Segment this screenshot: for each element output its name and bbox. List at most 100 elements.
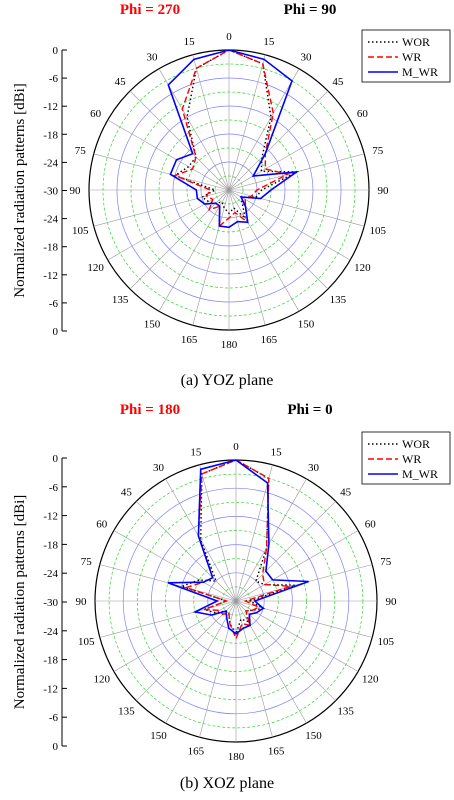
radial-tick-label: -12: [43, 683, 58, 695]
radial-tick-label: -18: [43, 539, 58, 551]
angle-tick-label: 0: [226, 31, 232, 43]
grid-spoke: [228, 119, 351, 191]
grid-spoke: [228, 68, 300, 191]
angle-tick-label: 30: [147, 52, 159, 64]
grid-spoke: [235, 600, 307, 724]
phi-left-label: Phi = 180: [120, 402, 180, 418]
angle-tick-label: 180: [228, 751, 245, 763]
phi-right-label: Phi = 0: [287, 402, 332, 418]
grid-spoke: [228, 189, 365, 227]
angle-tick-label: 60: [96, 519, 108, 531]
radial-tick-label: 0: [53, 326, 59, 338]
angle-tick-label: 120: [362, 674, 379, 686]
angle-tick-label: 135: [112, 294, 129, 306]
angle-tick-label: 0: [233, 441, 239, 453]
angle-tick-label: 165: [188, 746, 205, 758]
y-axis-label: Normalized radiation patterns [dBi]: [12, 83, 28, 298]
legend-label: WR: [402, 50, 421, 64]
grid-spoke: [136, 600, 237, 701]
angle-tick-label: 105: [377, 636, 394, 648]
angle-tick-label: 75: [81, 556, 93, 568]
angle-tick-label: 75: [380, 556, 392, 568]
grid-spoke: [93, 153, 230, 191]
grid-spoke: [192, 54, 230, 191]
angle-tick-label: 15: [271, 446, 283, 458]
grid-spoke: [165, 478, 237, 602]
grid-spoke: [235, 464, 273, 602]
grid-spoke: [235, 600, 336, 701]
angle-tick-label: 75: [372, 145, 384, 157]
radial-tick-label: -12: [43, 511, 58, 523]
grid-spoke: [107, 189, 230, 261]
angle-tick-label: 90: [378, 185, 390, 197]
radial-tick-label: -18: [43, 242, 58, 254]
grid-spoke: [129, 90, 230, 191]
angle-tick-label: 150: [298, 318, 315, 330]
panel-caption: (b) XOZ plane: [180, 775, 274, 792]
radial-tick-label: -6: [49, 712, 59, 724]
grid-spoke: [113, 600, 237, 672]
legend-label: M_WR: [402, 65, 438, 79]
legend-label: WR: [402, 452, 421, 466]
grid-spoke: [99, 600, 237, 638]
angle-tick-label: 120: [94, 674, 111, 686]
angle-tick-label: 45: [115, 76, 127, 88]
radial-tick-label: -24: [43, 626, 58, 638]
angle-tick-label: 90: [70, 185, 82, 197]
radial-tick-label: 0: [53, 741, 59, 753]
angle-tick-label: 105: [72, 225, 89, 237]
radial-tick-label: -6: [49, 482, 59, 494]
series-line-wr: [172, 49, 290, 228]
grid-spoke: [228, 189, 329, 290]
grid-spoke: [192, 189, 230, 326]
series-line-wr: [183, 459, 291, 641]
angle-tick-label: 30: [301, 52, 313, 64]
angle-tick-label: 165: [268, 746, 285, 758]
angle-tick-label: 15: [184, 36, 196, 48]
grid-spoke: [158, 68, 230, 191]
radial-tick-label: -12: [43, 101, 58, 113]
legend-label: M_WR: [402, 467, 438, 481]
radial-tick-label: -30: [43, 186, 58, 198]
angle-tick-label: 45: [121, 486, 133, 498]
angle-tick-label: 15: [263, 36, 275, 48]
legend-box: [361, 29, 451, 83]
y-axis-label: Normalized radiation patterns [dBi]: [12, 495, 28, 710]
radial-tick-label: -12: [43, 270, 58, 282]
grid-spoke: [93, 189, 230, 227]
angle-tick-label: 150: [144, 318, 161, 330]
legend-label: WOR: [402, 35, 430, 49]
angle-tick-label: 150: [305, 730, 322, 742]
radial-tick-label: -24: [43, 157, 58, 169]
angle-tick-label: 60: [365, 519, 377, 531]
angle-tick-label: 180: [221, 339, 238, 351]
series-line-m-wr: [167, 459, 309, 635]
angle-tick-label: 135: [118, 706, 135, 718]
grid-spoke: [228, 189, 266, 326]
grid-spoke: [235, 600, 373, 638]
angle-tick-label: 120: [354, 262, 371, 274]
grid-spoke: [235, 530, 359, 602]
grid-spoke: [199, 464, 237, 602]
angle-tick-label: 15: [190, 446, 202, 458]
panel-caption: (a) YOZ plane: [181, 372, 274, 389]
grid-spoke: [235, 501, 336, 602]
grid-spoke: [136, 501, 237, 602]
legend-label: WOR: [402, 437, 430, 451]
radial-tick-label: -24: [43, 568, 58, 580]
legend-box: [361, 431, 451, 485]
angle-tick-label: 120: [87, 262, 104, 274]
radial-tick-label: 0: [53, 45, 59, 57]
grid-spoke: [228, 189, 351, 261]
radial-tick-label: -18: [43, 655, 58, 667]
radial-tick-label: -24: [43, 214, 58, 226]
series-line-m-wr: [167, 49, 300, 229]
angle-tick-label: 60: [357, 108, 369, 120]
grid-spoke: [107, 119, 230, 191]
angle-tick-label: 90: [386, 596, 398, 608]
grid-spoke: [228, 90, 329, 191]
radial-tick-label: 0: [53, 453, 59, 465]
grid-spoke: [228, 189, 300, 312]
